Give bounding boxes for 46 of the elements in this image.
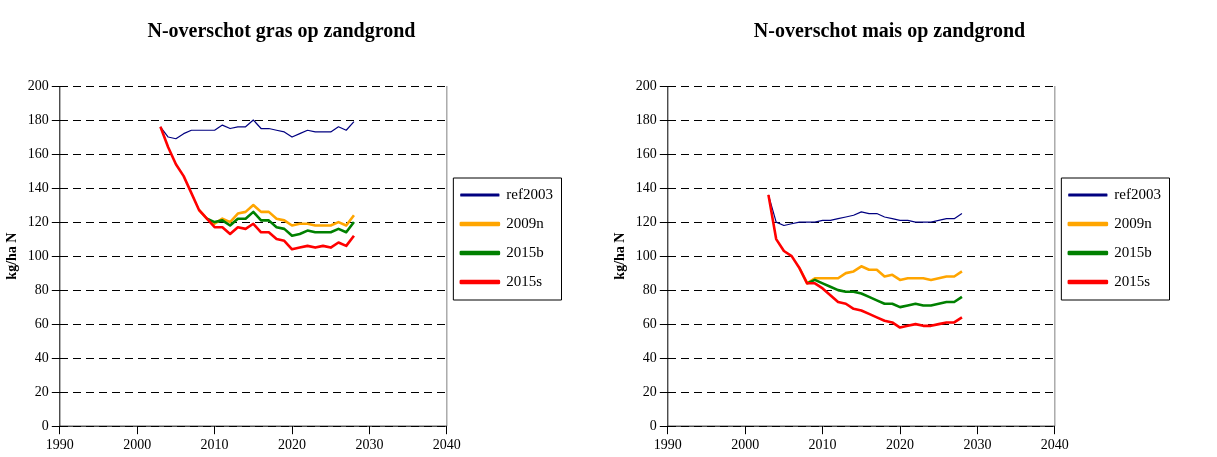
y-tick-label: 100 — [635, 247, 657, 263]
legend-label: ref2003 — [506, 185, 554, 202]
chart-title: N-overschot mais op zandgrond — [753, 19, 1026, 43]
y-tick-label: 160 — [635, 145, 657, 161]
y-tick-label: 140 — [635, 179, 657, 195]
y-tick-label: 20 — [34, 383, 49, 399]
y-tick-label: 100 — [27, 247, 49, 263]
x-tick-label: 2000 — [731, 437, 760, 453]
x-tick-label: 2040 — [1040, 437, 1069, 453]
y-tick-label: 80 — [34, 281, 49, 297]
x-tick-label: 2040 — [432, 437, 461, 453]
y-tick-label: 160 — [27, 145, 49, 161]
y-tick-label: 0 — [41, 417, 49, 433]
y-axis-title: kg/ha N — [4, 232, 20, 280]
legend-label: 2009n — [1114, 214, 1153, 231]
chart-title: N-overschot gras op zandgrond — [147, 19, 416, 43]
y-axis-title: kg/ha N — [612, 232, 628, 280]
x-tick-label: 2010 — [808, 437, 837, 453]
y-tick-label: 200 — [635, 77, 657, 93]
y-tick-label: 0 — [649, 417, 657, 433]
x-tick-label: 2030 — [963, 437, 992, 453]
x-tick-label: 2020 — [886, 437, 915, 453]
y-tick-label: 120 — [27, 213, 49, 229]
legend-label: ref2003 — [1114, 185, 1162, 202]
x-tick-label: 1990 — [653, 437, 682, 453]
y-tick-label: 60 — [642, 315, 657, 331]
legend-label: 2009n — [506, 214, 545, 231]
y-tick-label: 180 — [27, 111, 49, 127]
y-tick-label: 20 — [642, 383, 657, 399]
legend-label: 2015b — [506, 243, 544, 260]
y-tick-label: 80 — [642, 281, 657, 297]
y-tick-label: 180 — [635, 111, 657, 127]
legend-label: 2015s — [506, 272, 543, 289]
x-tick-label: 2010 — [200, 437, 229, 453]
y-tick-label: 140 — [27, 179, 49, 195]
y-tick-label: 60 — [34, 315, 49, 331]
y-tick-label: 40 — [642, 349, 657, 365]
x-tick-label: 2020 — [278, 437, 307, 453]
y-tick-label: 120 — [635, 213, 657, 229]
x-tick-label: 2000 — [123, 437, 152, 453]
legend-label: 2015b — [1114, 243, 1152, 260]
x-tick-label: 1990 — [45, 437, 74, 453]
legend-label: 2015s — [1114, 272, 1151, 289]
y-tick-label: 200 — [27, 77, 49, 93]
x-tick-label: 2030 — [355, 437, 384, 453]
y-tick-label: 40 — [34, 349, 49, 365]
